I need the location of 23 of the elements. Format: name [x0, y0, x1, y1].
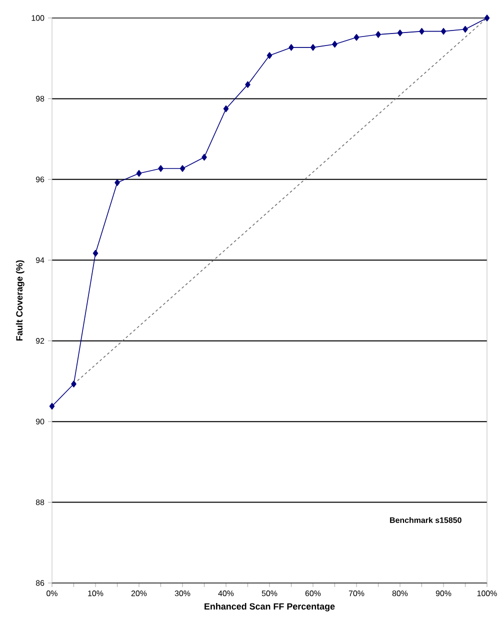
point: [245, 81, 251, 88]
point: [419, 28, 425, 35]
point: [288, 44, 294, 51]
point: [441, 28, 446, 35]
point: [310, 44, 316, 51]
point: [267, 52, 272, 59]
point: [462, 26, 468, 33]
point: [180, 165, 186, 172]
point: [71, 380, 77, 388]
point: [332, 40, 338, 48]
point: [354, 34, 360, 41]
point: [114, 179, 120, 186]
point: [376, 31, 382, 38]
point: [202, 154, 208, 161]
point: [158, 165, 164, 172]
point: [398, 30, 403, 36]
x-axis-title: Enhanced Scan FF Percentage: [204, 602, 335, 612]
point: [224, 105, 229, 112]
point: [484, 14, 490, 22]
point: [93, 250, 98, 257]
point: [136, 170, 142, 177]
point: [50, 402, 55, 410]
y-axis-title: Fault Coverage (%): [16, 260, 25, 340]
